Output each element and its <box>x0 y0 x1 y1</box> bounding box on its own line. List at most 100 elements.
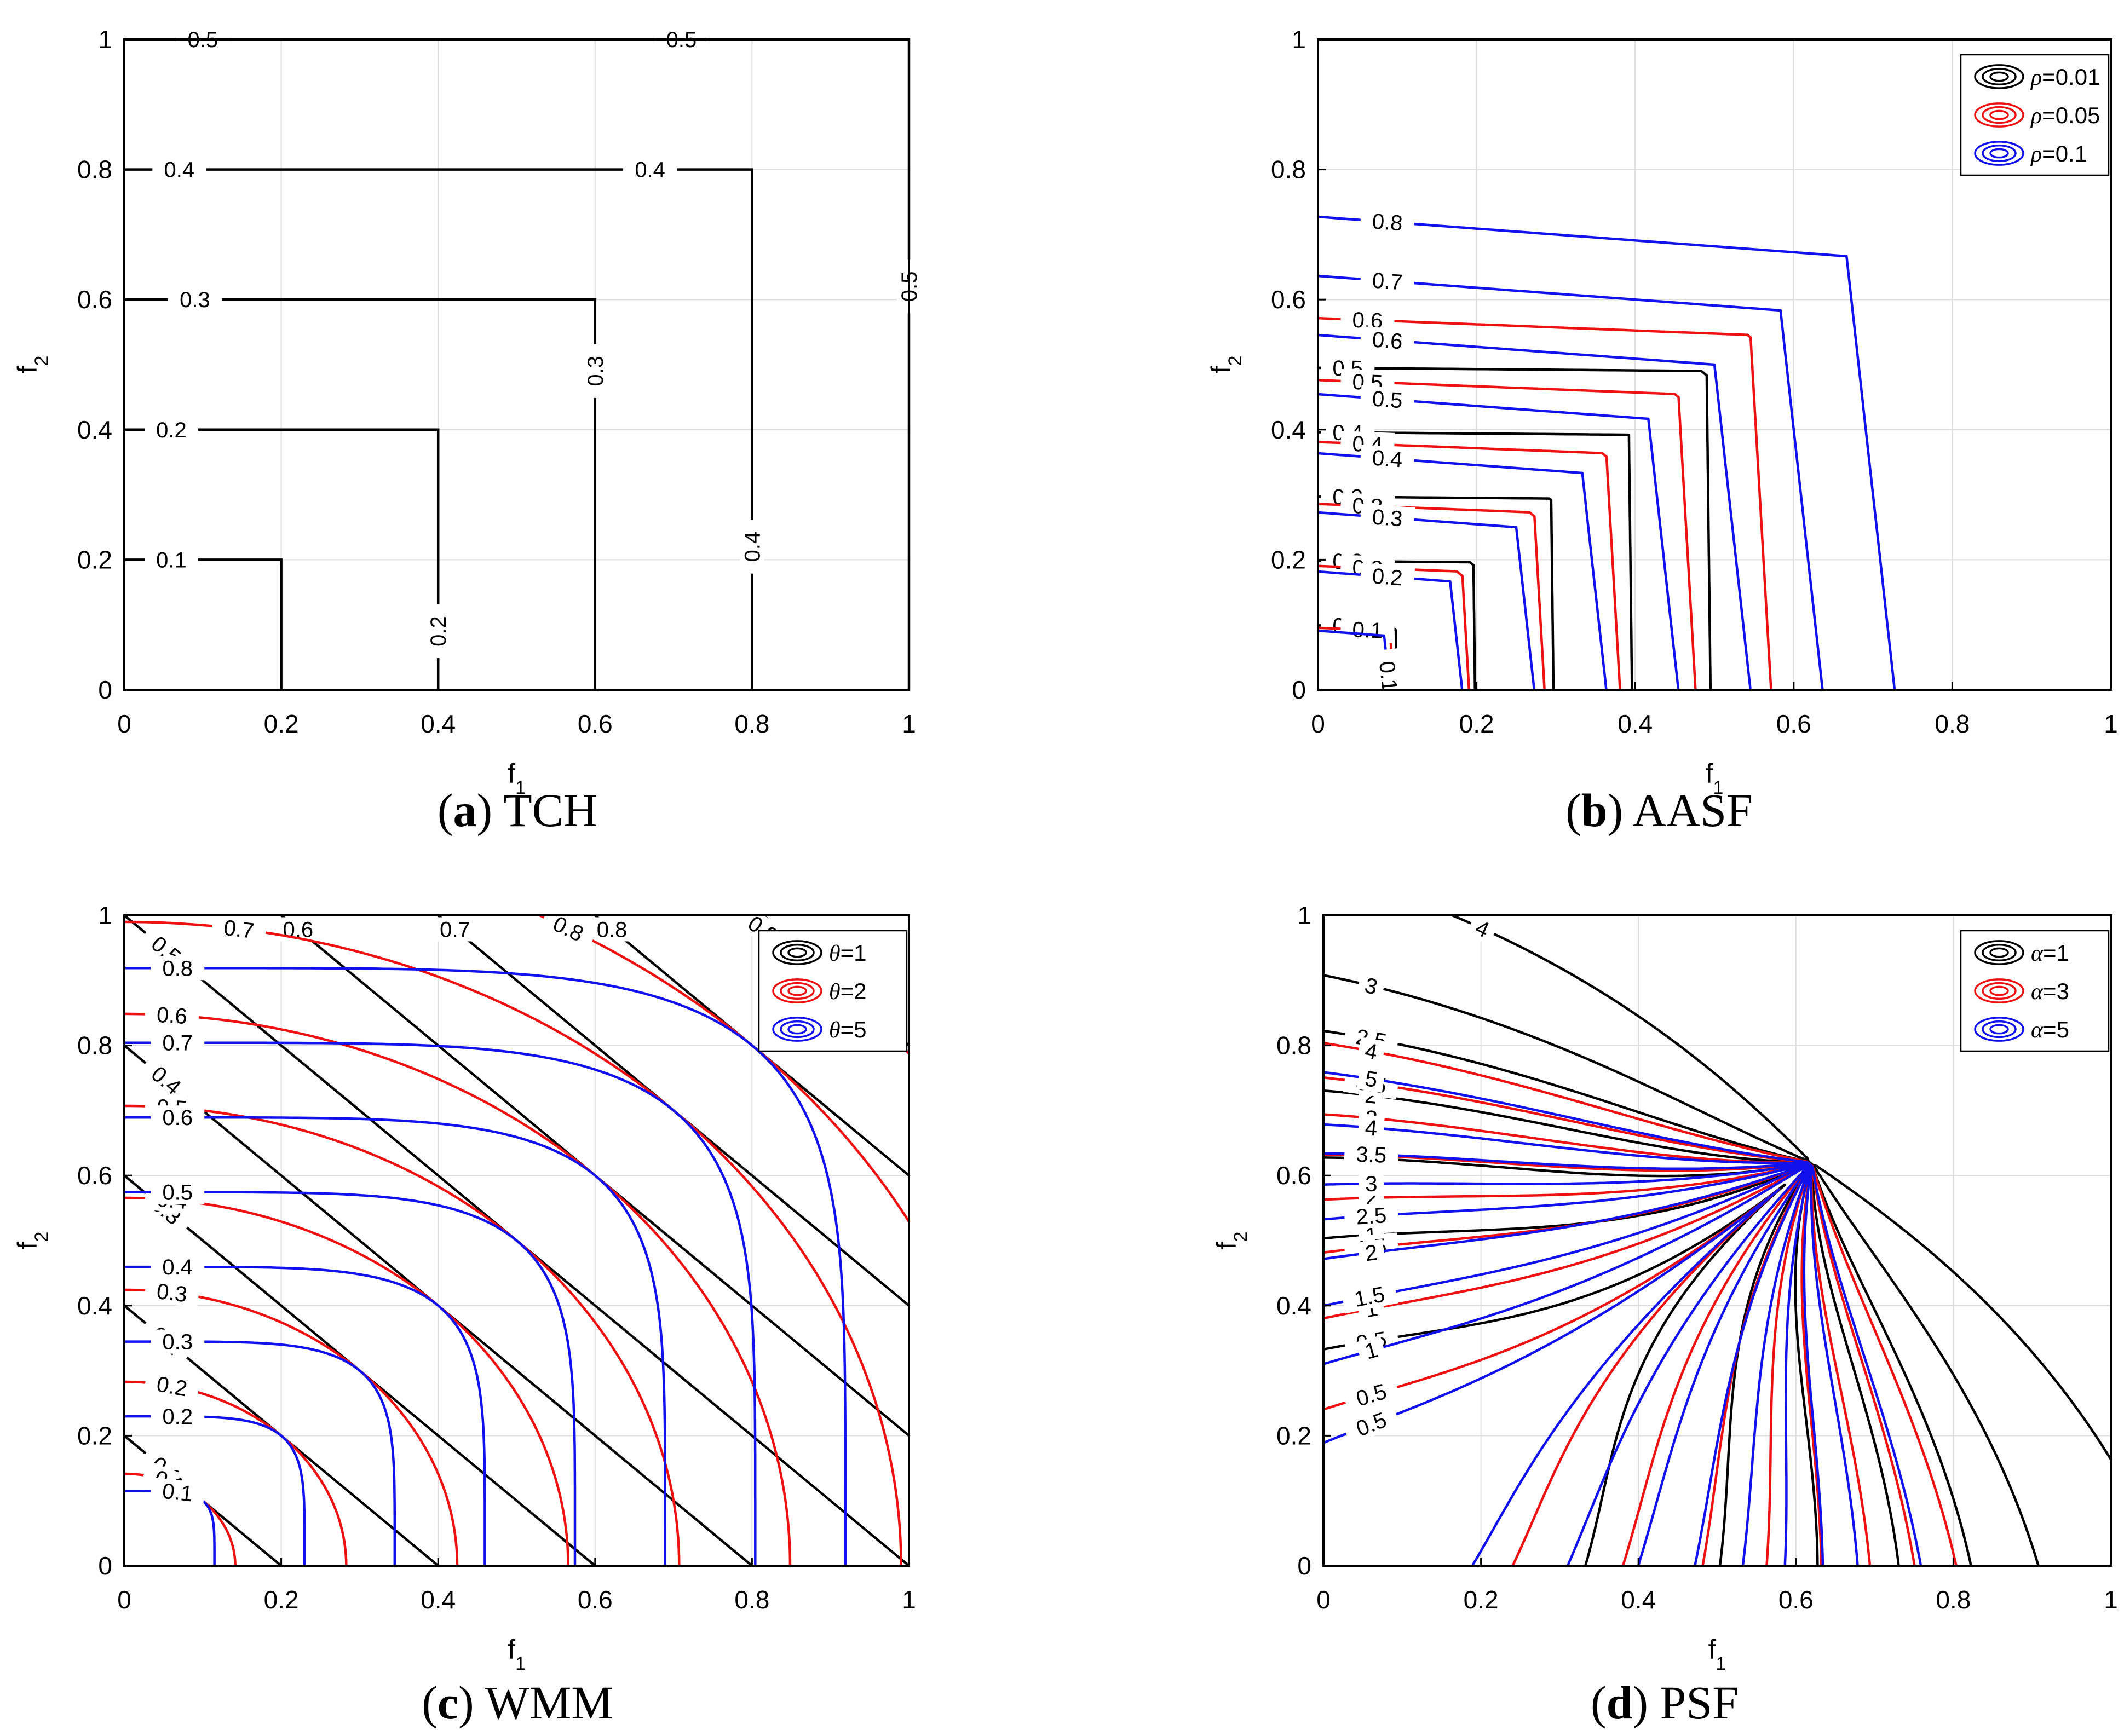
legend-value: =0.01 <box>2042 64 2100 90</box>
wmm-blue-contour-0.4 <box>123 1265 486 1567</box>
panel-d-psf: 0.511.522.5340.511.522.533.540.511.522.5… <box>1073 876 2124 1736</box>
wmm-blue-contour-0.5 <box>123 1191 577 1567</box>
contour-label-text: 0.2 <box>162 1405 193 1429</box>
contour-label-text: 0.2 <box>1371 564 1403 590</box>
legend-box <box>1960 54 2110 176</box>
contour-label-bg <box>1360 444 1415 473</box>
contour-label-text: 0.1 <box>156 548 187 572</box>
x-tick-label: 0.8 <box>1935 710 1970 738</box>
aasf-blue-contour-0.7 <box>1316 274 1824 691</box>
legend-swatch-red <box>1989 109 2009 120</box>
contour-label-bg <box>1359 1171 1384 1196</box>
y-axis-label: f2 <box>1211 1232 1251 1250</box>
wmm-black-contour-0.5 <box>123 914 911 1567</box>
legend-swatch-blue <box>1982 144 2017 163</box>
legend-swatch-blue <box>1974 141 2024 166</box>
legend-swatch-blue <box>1989 148 2009 159</box>
contour-label-text: 0.3 <box>156 1279 188 1307</box>
contour-label-bg <box>149 1477 206 1507</box>
contour-label: 4 <box>1357 1115 1385 1141</box>
legend-swatch-red <box>1974 978 2024 1003</box>
y-tick-label: 0 <box>1292 676 1306 704</box>
legend-value: =5 <box>841 1017 867 1042</box>
y-tick-label: 0.2 <box>1271 545 1306 574</box>
contour-label-text: 0.7 <box>1371 268 1403 295</box>
psf-red-contour-4 <box>1322 1041 1958 1567</box>
contour-label-text: 2 <box>1364 1241 1379 1266</box>
contour-label: 0.6 <box>144 1001 200 1029</box>
psf-blue-contour-4 <box>1322 1123 1859 1567</box>
psf-blue-contour-0.5 <box>1322 1188 1781 1567</box>
contour-label: 0.6 <box>1360 326 1415 355</box>
legend-symbol: ρ <box>2030 142 2042 167</box>
contour-label-bg <box>151 1404 205 1429</box>
legend-value: =2 <box>841 978 867 1004</box>
x-tick-label: 0.2 <box>264 710 299 738</box>
contour-label: 2 <box>1357 1239 1385 1266</box>
legend-swatch-black <box>787 947 807 958</box>
legend-swatch-red <box>1974 102 2024 128</box>
contour-label: 4 <box>1466 912 1499 945</box>
contour-label-bg <box>1356 1037 1386 1066</box>
y-tick-label: 0.4 <box>77 416 112 444</box>
wmm-blue-contour-0.7 <box>123 1041 757 1567</box>
contour-label-text: 0.3 <box>1371 505 1403 531</box>
x-tick-label: 0.4 <box>1621 1585 1656 1614</box>
y-tick-label: 0 <box>98 676 112 704</box>
y-tick-label: 0.4 <box>1271 416 1306 444</box>
y-tick-label: 0.6 <box>1276 1161 1311 1190</box>
y-tick-label: 1 <box>1297 901 1311 930</box>
legend-swatch-black <box>1982 943 2017 962</box>
y-axis-label-sub: 2 <box>1230 1232 1251 1242</box>
contour-label-bg <box>151 1030 205 1055</box>
contour-label-bg <box>1466 912 1499 945</box>
x-tick-label: 0.8 <box>734 710 769 738</box>
contour-label-text: 3 <box>1365 1172 1378 1196</box>
legend-label: θ=1 <box>829 940 867 966</box>
legend-swatch-black <box>1989 947 2009 958</box>
psf-blue-contour-3 <box>1322 1162 1811 1567</box>
contour-label-bg <box>151 956 205 981</box>
contour-label-text: 0.5 <box>1371 387 1403 413</box>
plot-area <box>124 39 909 690</box>
legend-symbol: α <box>2031 1018 2044 1043</box>
x-tick-label: 0 <box>117 1585 131 1614</box>
contour-label-bg <box>144 1001 200 1029</box>
legend-swatch-red <box>1989 985 2009 996</box>
contour-label: 0.4 <box>623 157 677 182</box>
x-axis-label-sub: 1 <box>1713 777 1723 798</box>
contour-label-text: 2.5 <box>1355 1203 1387 1229</box>
legend-label: θ=5 <box>829 1017 867 1043</box>
contour-label-bg <box>1360 267 1415 296</box>
legend-label: α=3 <box>2031 978 2069 1005</box>
y-tick-label: 0.8 <box>77 1031 112 1060</box>
legend-swatch-black <box>1974 64 2024 89</box>
contour-label-text: 0.7 <box>162 1031 193 1056</box>
contour-label-bg <box>1357 1065 1386 1093</box>
psf-black-contour-2 <box>1322 1089 1900 1567</box>
legend-label: α=5 <box>2031 1017 2069 1043</box>
y-tick-label: 0 <box>1297 1552 1311 1580</box>
legend-swatch-blue <box>1982 1020 2017 1039</box>
contour-label-bg <box>1357 1115 1385 1141</box>
legend-value: =5 <box>2043 1017 2069 1042</box>
legend-swatch-blue <box>1989 1024 2009 1035</box>
contour-label-text: 0.7 <box>440 918 470 942</box>
contour-label: 3 <box>1359 1171 1384 1196</box>
x-axis-label: f1 <box>508 1634 526 1674</box>
contour-label: 1.5 <box>1340 1279 1398 1314</box>
y-axis-label-sub: 2 <box>31 1232 52 1242</box>
contour-label-bg <box>211 913 267 944</box>
y-tick-label: 1 <box>1292 25 1306 54</box>
contour-label: 0.4 <box>740 520 764 574</box>
x-tick-label: 0.4 <box>1618 710 1653 738</box>
contour-label-text: 0.7 <box>222 916 256 944</box>
contour-label-text: 0.4 <box>635 158 665 182</box>
y-tick-label: 0.8 <box>77 155 112 184</box>
legend-swatch-black <box>772 940 822 965</box>
contour-label-text: 0.2 <box>155 1372 189 1401</box>
contour-label: 0.4 <box>1360 444 1415 473</box>
contour-label-bg <box>138 1054 195 1107</box>
chart-psf: 0.511.522.5340.511.522.533.540.511.522.5… <box>1211 901 2118 1674</box>
contour-label: 0.3 <box>151 1329 205 1354</box>
